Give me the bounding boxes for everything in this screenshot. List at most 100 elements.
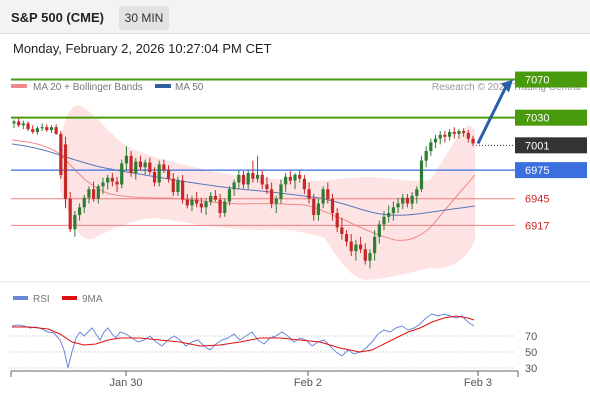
candle-body <box>429 142 433 152</box>
candle-body <box>21 123 25 126</box>
candle-body <box>415 189 419 196</box>
level-label-7070: 7070 <box>525 75 549 87</box>
ma20-legend-label: MA 20 + Bollinger Bands <box>33 82 143 93</box>
candle-body <box>358 244 363 250</box>
candle-body <box>204 201 208 208</box>
candle-body <box>82 197 86 208</box>
x-axis-ticks: Jan 30 Feb 2 Feb 3 <box>109 371 492 389</box>
candle-body <box>223 201 227 214</box>
candle-body <box>199 203 203 208</box>
candle-body <box>49 127 54 131</box>
ma50-line <box>11 143 476 216</box>
candle-body <box>59 133 63 175</box>
candle-body <box>307 189 311 199</box>
candle-body <box>40 127 44 129</box>
rsi-ma-legend-swatch <box>62 296 77 300</box>
candlesticks <box>12 118 475 269</box>
candle-body <box>138 161 143 168</box>
candle-body <box>377 224 381 237</box>
candle-body <box>246 172 250 185</box>
candle-body <box>326 189 330 199</box>
projection-arrow-shaft <box>476 83 509 145</box>
candle-body <box>213 195 217 200</box>
level-label-6917: 6917 <box>525 220 549 232</box>
rsi-legend-swatch <box>13 296 28 300</box>
candle-body <box>166 170 171 179</box>
chart-panel: MA 20 + Bollinger Bands MA 50 Research ©… <box>0 70 590 400</box>
x-tick-label: Feb 3 <box>464 377 492 389</box>
candle-body <box>354 244 358 252</box>
candle-body <box>157 164 161 183</box>
candle-body <box>349 241 353 252</box>
candle-body <box>284 176 288 185</box>
candle-body <box>457 131 461 134</box>
rsi-tick-label-30: 30 <box>525 363 537 375</box>
candle-body <box>466 132 470 139</box>
rsi-line <box>11 313 475 369</box>
candle-body <box>54 127 58 134</box>
ma20-legend-swatch <box>11 84 27 88</box>
candle-body <box>401 197 405 204</box>
candle-body <box>152 172 157 183</box>
candle-body <box>162 164 166 171</box>
candle-body <box>302 178 306 190</box>
rsi-axis: 70 50 30 <box>11 331 537 375</box>
candle-body <box>143 162 147 168</box>
candle-body <box>96 186 100 199</box>
candle-body <box>447 131 452 137</box>
candle-body <box>31 129 35 132</box>
candle-body <box>106 177 110 183</box>
candle-body <box>45 127 49 131</box>
candle-body <box>293 174 297 181</box>
candle-body <box>181 180 185 200</box>
candle-body <box>340 227 344 234</box>
candle-body <box>443 134 447 137</box>
current-price-label: 7001 <box>525 140 549 152</box>
bollinger-band-area <box>60 105 475 281</box>
candle-body <box>12 121 16 124</box>
candle-body <box>195 199 199 204</box>
candle-body <box>265 184 269 190</box>
candle-body <box>251 172 255 179</box>
candle-body <box>232 182 236 190</box>
price-chart[interactable]: MA 20 + Bollinger Bands MA 50 Research ©… <box>0 70 590 400</box>
level-label-6945: 6945 <box>525 194 549 206</box>
chart-legend: MA 20 + Bollinger Bands MA 50 Research ©… <box>11 82 581 93</box>
rsi-legend-label: RSI <box>33 294 50 305</box>
candle-body <box>218 199 222 214</box>
candle-body <box>92 189 96 199</box>
candle-body <box>279 184 283 199</box>
candle-body <box>134 161 138 173</box>
candle-body <box>344 234 349 242</box>
candle-body <box>419 160 424 190</box>
x-tick-label: Feb 2 <box>294 377 322 389</box>
candle-body <box>77 207 82 215</box>
candle-body <box>241 174 246 185</box>
candle-body <box>373 236 377 254</box>
candle-body <box>424 151 428 161</box>
instrument-title: S&P 500 (CME) <box>11 10 104 25</box>
candle-body <box>185 199 189 206</box>
level-label-6975: 6975 <box>525 165 549 177</box>
candle-body <box>382 216 386 225</box>
projection-arrow-head <box>501 79 513 93</box>
candle-body <box>410 195 414 204</box>
candle-body <box>433 138 438 143</box>
rsi-tick-label-50: 50 <box>525 347 537 359</box>
candle-body <box>255 174 260 179</box>
candle-body <box>209 195 213 202</box>
price-levels: 7070 7030 7001 6975 6945 6917 <box>11 71 587 232</box>
rsi-tick-label-70: 70 <box>525 331 537 343</box>
candle-body <box>101 182 105 187</box>
candle-body <box>298 174 302 179</box>
candle-body <box>368 253 372 261</box>
timeframe-button[interactable]: 30 MIN <box>119 6 169 30</box>
level-box-7030 <box>515 109 587 126</box>
candle-body <box>68 198 72 230</box>
candle-body <box>274 198 278 204</box>
level-box-7070 <box>515 71 587 88</box>
candle-body <box>148 162 152 173</box>
level-box-6975 <box>515 162 587 179</box>
candle-body <box>387 213 391 217</box>
header-bar: S&P 500 (CME) 30 MIN <box>0 0 590 34</box>
